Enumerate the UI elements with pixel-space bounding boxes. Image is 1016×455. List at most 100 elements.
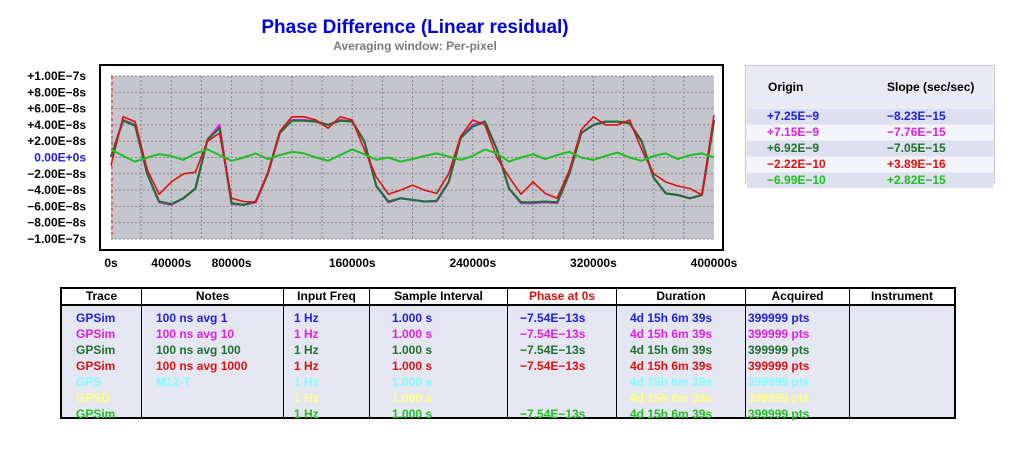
table-cell: −7.54E−13s xyxy=(520,359,586,373)
column-divider xyxy=(745,306,746,417)
legend-slope-value: −7.05E−15 xyxy=(887,141,946,155)
grid-lines xyxy=(111,75,714,240)
table-cell: 1 Hz xyxy=(294,391,319,405)
y-tick-labels: +1.00E−7s +8.00E−8s +6.00E−8s +4.00E−8s +2.0… xyxy=(27,69,86,246)
table-cell: 1 Hz xyxy=(294,407,319,421)
table-cell: 1.000 s xyxy=(392,407,433,421)
x-tick-label: 160000s xyxy=(329,256,376,270)
table-cell: 399999 pts xyxy=(748,343,810,357)
y-tick-label: −1.00E−7s xyxy=(27,232,86,246)
legend-slope-value: +3.89E−16 xyxy=(887,157,946,171)
table-cell: 399999 pts xyxy=(748,391,810,405)
y-tick-label: −2.00E−8s xyxy=(27,167,86,181)
series-line xyxy=(110,119,715,206)
legend-row: −6.99E−10 +2.82E−15 xyxy=(747,173,993,188)
legend-row: +7.25E−9 −8.23E−15 xyxy=(747,109,993,124)
legend-header-origin: Origin xyxy=(768,80,804,94)
table-cell: 1.000 s xyxy=(392,359,433,373)
table-row[interactable]: GPSim 100 ns avg 1 1 Hz 1.000 s −7.54E−13s 4d… xyxy=(62,311,954,326)
y-tick-label: +8.00E−8s xyxy=(27,85,86,99)
legend-row: +6.92E−9 −7.05E−15 xyxy=(747,141,993,156)
legend-origin-value: +7.15E−9 xyxy=(767,125,820,139)
table-cell: −7.54E−13s xyxy=(520,407,586,421)
table-cell: GPSim xyxy=(76,343,116,357)
table-cell: GPSim xyxy=(76,311,116,325)
table-cell: 100 ns avg 10 xyxy=(156,327,235,341)
x-tick-labels: 0s 40000s 80000s 160000s 240000s 320000s 40000… xyxy=(104,256,737,270)
table-cell: 100 ns avg 100 xyxy=(156,343,241,357)
trace-table-header: Trace Notes Input Freq Sample Interval Phase… xyxy=(62,289,954,306)
table-header-cell: Acquired xyxy=(746,289,850,304)
table-header-cell: Phase at 0s xyxy=(508,289,617,304)
x-tick-label: 240000s xyxy=(449,256,496,270)
table-cell: −7.54E−13s xyxy=(520,311,586,325)
table-cell: 1.000 s xyxy=(392,391,433,405)
phase-difference-chart: +1.00E−7s +8.00E−8s +6.00E−8s +4.00E−8s +2.0… xyxy=(27,64,738,270)
table-header-cell: Instrument xyxy=(870,289,933,303)
series-line xyxy=(110,114,715,204)
table-cell: M12-T xyxy=(156,375,191,389)
legend-header-slope: Slope (sec/sec) xyxy=(887,80,975,94)
table-cell: 100 ns avg 1000 xyxy=(156,359,248,373)
legend-slope-value: −8.23E−15 xyxy=(887,109,946,123)
legend-origin-value: +6.92E−9 xyxy=(767,141,820,155)
x-tick-label: 320000s xyxy=(570,256,617,270)
y-tick-label: −4.00E−8s xyxy=(27,183,86,197)
series-line xyxy=(110,148,715,163)
legend-row: −2.22E−10 +3.89E−16 xyxy=(747,157,993,172)
table-cell: 1 Hz xyxy=(294,327,319,341)
table-header-cell: Sample Interval xyxy=(370,289,508,304)
trace-table: Trace Notes Input Freq Sample Interval Phase… xyxy=(60,287,956,422)
table-row[interactable]: GPSim 100 ns avg 1000 1 Hz 1.000 s −7.54E−13… xyxy=(62,359,954,374)
y-tick-label: +4.00E−8s xyxy=(27,118,86,132)
column-divider xyxy=(141,306,142,417)
table-row[interactable]: GPSim 100 ns avg 10 1 Hz 1.000 s −7.54E−13s 4… xyxy=(62,327,954,342)
column-divider xyxy=(369,306,370,417)
table-cell: 4d 15h 6m 39s xyxy=(630,311,713,325)
table-header-cell: Input Freq xyxy=(284,289,370,304)
table-cell: 399999 pts xyxy=(748,327,810,341)
table-row[interactable]: GPS M12-T 1 Hz 1.000 s 4d 15h 6m 39s 399999 p… xyxy=(62,375,954,390)
y-tick-label: −8.00E−8s xyxy=(27,216,86,230)
table-cell: 100 ns avg 1 xyxy=(156,311,228,325)
table-header-cell: Trace xyxy=(62,289,142,304)
table-cell: GPSim xyxy=(76,359,116,373)
table-cell: 1 Hz xyxy=(294,343,319,357)
table-cell: 4d 15h 6m 39s xyxy=(630,391,713,405)
y-tick-label: 0.00E+0s xyxy=(34,151,86,165)
legend-slope-value: +2.82E−15 xyxy=(887,173,946,187)
table-row[interactable]: GPSim 100 ns avg 100 1 Hz 1.000 s −7.54E−13s… xyxy=(62,343,954,358)
table-cell: 4d 15h 6m 39s xyxy=(630,327,713,341)
x-tick-label: 400000s xyxy=(691,256,738,270)
table-cell: 399999 pts xyxy=(748,407,810,421)
table-cell: GPSim xyxy=(76,407,116,421)
x-tick-label: 0s xyxy=(104,256,118,270)
table-cell: GPSD xyxy=(76,391,111,405)
x-tick-label: 40000s xyxy=(151,256,191,270)
table-cell: −7.54E−13s xyxy=(520,343,586,357)
column-divider xyxy=(616,306,617,417)
table-header-cell: Notes xyxy=(142,289,284,304)
table-cell: 399999 pts xyxy=(748,311,810,325)
series-lines xyxy=(110,114,715,206)
y-tick-label: +2.00E−8s xyxy=(27,134,86,148)
table-cell: 4d 15h 6m 39s xyxy=(630,375,713,389)
table-cell: 1 Hz xyxy=(294,359,319,373)
legend-origin-value: −2.22E−10 xyxy=(767,157,826,171)
table-row[interactable]: GPSim 1 Hz 1.000 s −7.54E−13s 4d 15h 6m 39s 3… xyxy=(62,407,954,422)
y-tick-label: +1.00E−7s xyxy=(27,69,86,83)
table-cell: 1.000 s xyxy=(392,311,433,325)
chart-title: Phase Difference (Linear residual) xyxy=(261,17,569,38)
table-row[interactable]: GPSD 1 Hz 1.000 s 4d 15h 6m 39s 399999 pts xyxy=(62,391,954,406)
table-cell: 1 Hz xyxy=(294,375,319,389)
table-cell: GPS xyxy=(76,375,102,389)
column-divider xyxy=(507,306,508,417)
legend-origin-value: −6.99E−10 xyxy=(767,173,826,187)
column-divider xyxy=(849,306,850,417)
chart-subtitle: Averaging window: Per-pixel xyxy=(333,39,497,53)
column-divider xyxy=(283,306,284,417)
table-cell: 399999 pts xyxy=(748,359,810,373)
table-header-cell: Duration xyxy=(617,289,746,304)
table-cell: −7.54E−13s xyxy=(520,327,586,341)
x-tick-label: 80000s xyxy=(212,256,252,270)
